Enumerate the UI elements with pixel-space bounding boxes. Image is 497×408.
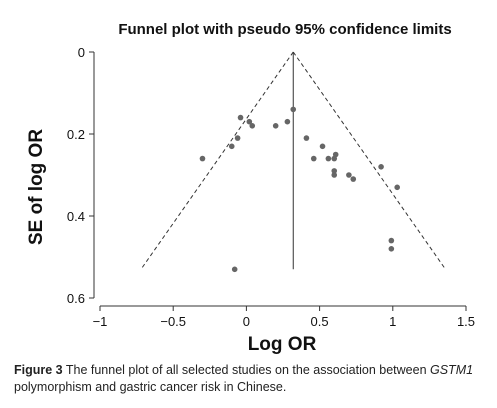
funnel-plot: Funnel plot with pseudo 95% confidence l… bbox=[26, 21, 475, 355]
figure-caption: Figure 3 The funnel plot of all selected… bbox=[14, 362, 484, 396]
x-tick-label: 0.5 bbox=[311, 314, 329, 329]
figure-label: Figure 3 bbox=[14, 363, 63, 377]
study-point bbox=[388, 237, 395, 244]
study-point bbox=[388, 246, 395, 252]
upper-confidence-limit-line bbox=[292, 51, 446, 270]
study-point bbox=[284, 118, 291, 125]
y-tick-label: 0.2 bbox=[67, 127, 85, 142]
gene-name: GSTM1 bbox=[430, 363, 474, 377]
x-tick-label: 0 bbox=[243, 314, 250, 329]
x-axis-label: Log OR bbox=[248, 334, 317, 355]
y-axis-label: SE of log OR bbox=[26, 129, 47, 245]
lower-confidence-limit-line bbox=[140, 51, 294, 270]
study-point bbox=[310, 155, 317, 162]
study-point bbox=[325, 155, 332, 162]
study-point bbox=[346, 172, 352, 178]
caption-text-before: The funnel plot of all selected studies … bbox=[62, 363, 430, 377]
study-point bbox=[319, 143, 326, 150]
x-tick-label: 1 bbox=[389, 314, 396, 329]
chart-title: Funnel plot with pseudo 95% confidence l… bbox=[118, 21, 451, 38]
x-tick-label: 1.5 bbox=[457, 314, 475, 329]
study-point bbox=[272, 123, 279, 129]
x-tick-label: −0.5 bbox=[160, 314, 186, 329]
study-point bbox=[350, 176, 357, 182]
study-point bbox=[249, 123, 256, 129]
caption-text-after: polymorphism and gastric cancer risk in … bbox=[14, 380, 287, 394]
study-point bbox=[199, 155, 206, 162]
study-point bbox=[394, 184, 400, 191]
x-tick-label: −1 bbox=[93, 314, 108, 329]
study-point bbox=[332, 151, 339, 158]
y-tick-label: 0.6 bbox=[67, 291, 85, 306]
study-points bbox=[199, 106, 400, 273]
study-point bbox=[234, 135, 241, 141]
confidence-limit-lines bbox=[140, 51, 446, 270]
study-point bbox=[231, 266, 238, 273]
y-tick-label: 0.4 bbox=[67, 209, 85, 224]
y-tick-label: 0 bbox=[78, 45, 85, 60]
study-point bbox=[290, 106, 297, 113]
plot-axes: 0 0.2 0.4 0.6 −1 −0.5 0 0.5 1 1.5 bbox=[67, 45, 475, 329]
study-point bbox=[331, 172, 338, 178]
study-point bbox=[331, 168, 338, 174]
study-point bbox=[246, 118, 253, 125]
study-point bbox=[228, 143, 235, 150]
study-point bbox=[378, 164, 384, 170]
study-point bbox=[303, 135, 310, 141]
study-point bbox=[237, 114, 244, 121]
